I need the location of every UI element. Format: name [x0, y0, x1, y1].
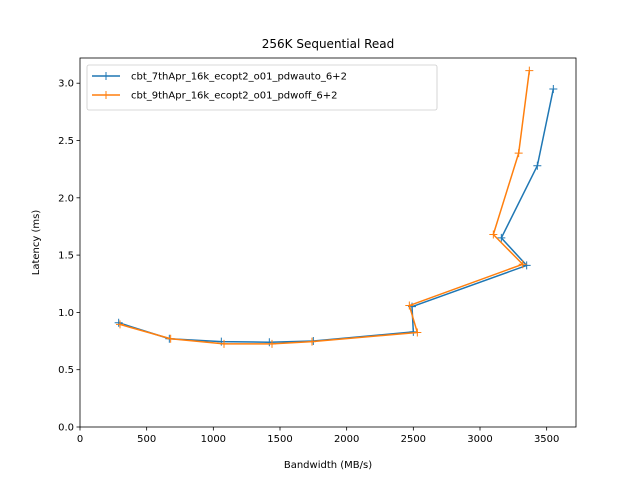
series-point-1: [114, 318, 123, 327]
legend-frame: [86, 64, 438, 111]
x-axis-title: Bandwidth (MB/s): [284, 460, 372, 471]
series-point-2: [413, 328, 422, 337]
y-tick-label: 0.5: [58, 365, 74, 376]
x-tick-label: 2500: [401, 434, 426, 445]
series-point-2: [308, 337, 316, 346]
chart-title: 256K Sequential Read: [262, 37, 395, 51]
x-tick-label: 2000: [334, 434, 359, 445]
axes-frame: [79, 57, 577, 428]
series-point-2: [489, 230, 498, 239]
y-tick-label: 2.5: [58, 136, 74, 147]
y-tick-label: 1.0: [58, 308, 74, 319]
series-point-1: [522, 261, 531, 270]
series-point-2: [405, 301, 414, 310]
series-point-2: [514, 149, 523, 158]
series-point-2: [518, 260, 527, 269]
series-point-2: [525, 66, 534, 75]
x-tick-label: 1500: [267, 434, 292, 445]
legend-marker-1: [102, 72, 110, 80]
x-tick-label: 500: [137, 434, 156, 445]
series-point-1: [533, 161, 542, 170]
legend: cbt_7thApr_16k_ecopt2_o01_pdwauto_6+2cbt…: [86, 64, 438, 111]
legend-label-1: cbt_7thApr_16k_ecopt2_o01_pdwauto_6+2: [131, 72, 347, 83]
x-tick-label: 3500: [534, 434, 559, 445]
plot-area: [114, 66, 558, 348]
y-tick-label: 3.0: [58, 79, 74, 90]
y-tick-label: 0.0: [58, 423, 74, 434]
y-axis-title: Latency (ms): [31, 210, 42, 276]
series-point-2: [268, 339, 276, 348]
series-point-2: [116, 320, 124, 329]
y-tick-label: 2.0: [58, 193, 74, 204]
legend-marker-2: [102, 91, 110, 99]
series-point-2: [166, 334, 175, 343]
series-point-1: [549, 84, 558, 93]
x-tick-label: 3000: [467, 434, 492, 445]
x-tick-label: 0: [77, 434, 83, 445]
series-point-1: [497, 233, 506, 242]
y-tick-label: 1.5: [58, 251, 74, 262]
series-point-2: [220, 339, 228, 348]
x-tick-label: 1000: [201, 434, 226, 445]
legend-label-2: cbt_9thApr_16k_ecopt2_o01_pdwoff_6+2: [131, 91, 337, 102]
